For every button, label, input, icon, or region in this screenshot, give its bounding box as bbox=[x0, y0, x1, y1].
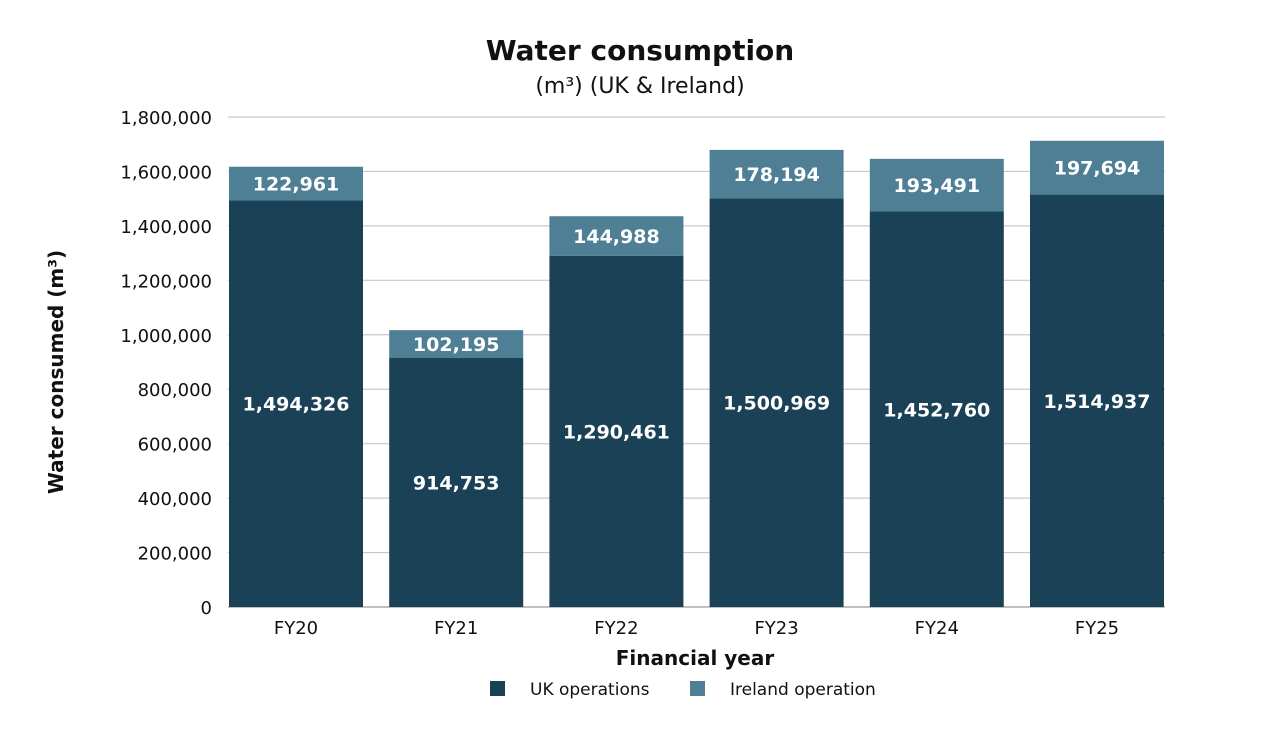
y-axis-ticks: 0 200,000 400,000 600,000 800,000 1,000,000 1,… bbox=[120, 108, 212, 619]
bar-ireland-operation bbox=[549, 216, 684, 256]
y-tick-label: 800,000 bbox=[138, 380, 212, 401]
y-tick-label: 200,000 bbox=[138, 544, 212, 565]
y-tick-label: 1,600,000 bbox=[120, 162, 212, 183]
bar-uk-operations bbox=[229, 200, 363, 608]
bar-uk-operations bbox=[1030, 194, 1164, 608]
bar-uk-operations bbox=[869, 211, 1004, 608]
legend: UK operations Ireland operation bbox=[490, 680, 876, 700]
x-tick-label: FY21 bbox=[434, 618, 478, 639]
y-tick-label: 1,000,000 bbox=[120, 326, 212, 347]
y-tick-label: 0 bbox=[201, 598, 212, 619]
bar-ireland-operation bbox=[229, 166, 363, 201]
chart-title: Water consumption bbox=[486, 34, 794, 67]
data-label: 122,961 bbox=[253, 173, 340, 195]
x-tick-label: FY24 bbox=[915, 618, 959, 639]
y-axis-label: Water consumed (m³) bbox=[44, 250, 68, 494]
x-tick-label: FY22 bbox=[594, 618, 638, 639]
bar-ireland-operation bbox=[869, 158, 1004, 212]
y-tick-label: 400,000 bbox=[138, 489, 212, 510]
data-label: 102,195 bbox=[413, 334, 500, 356]
data-label: 197,694 bbox=[1054, 158, 1141, 180]
y-tick-label: 1,800,000 bbox=[120, 108, 212, 129]
x-tick-label: FY23 bbox=[754, 618, 798, 639]
data-label: 178,194 bbox=[733, 164, 820, 186]
x-tick-label: FY25 bbox=[1075, 618, 1119, 639]
data-label: 1,452,760 bbox=[883, 399, 990, 421]
data-label: 193,491 bbox=[894, 175, 981, 197]
data-label: 914,753 bbox=[413, 472, 500, 494]
legend-swatch bbox=[490, 681, 505, 696]
y-tick-label: 600,000 bbox=[138, 435, 212, 456]
bars: 1,494,326 122,961 914,753 102,195 1,290,461 1… bbox=[229, 140, 1164, 608]
x-axis-label: Financial year bbox=[616, 646, 775, 670]
data-label: 1,514,937 bbox=[1044, 391, 1151, 413]
bar-uk-operations bbox=[709, 198, 844, 607]
chart-subtitle: (m³) (UK & Ireland) bbox=[535, 74, 744, 99]
data-label: 1,290,461 bbox=[563, 421, 670, 443]
data-label: 1,494,326 bbox=[243, 394, 350, 416]
legend-label: UK operations bbox=[530, 680, 650, 700]
bar-uk-operations bbox=[549, 255, 684, 608]
y-tick-label: 1,400,000 bbox=[120, 217, 212, 238]
bar-uk-operations bbox=[389, 357, 524, 607]
bar-ireland-operation bbox=[1030, 140, 1164, 195]
bar-ireland-operation bbox=[709, 149, 844, 199]
legend-swatch bbox=[690, 681, 705, 696]
legend-label: Ireland operation bbox=[730, 680, 876, 700]
data-label: 144,988 bbox=[573, 226, 660, 248]
data-label: 1,500,969 bbox=[723, 393, 830, 415]
bar-ireland-operation bbox=[389, 330, 524, 358]
x-axis-ticks: FY20 FY21 FY22 FY23 FY24 FY25 bbox=[274, 618, 1119, 639]
x-tick-label: FY20 bbox=[274, 618, 318, 639]
gridlines bbox=[228, 116, 1165, 608]
y-tick-label: 1,200,000 bbox=[120, 271, 212, 292]
